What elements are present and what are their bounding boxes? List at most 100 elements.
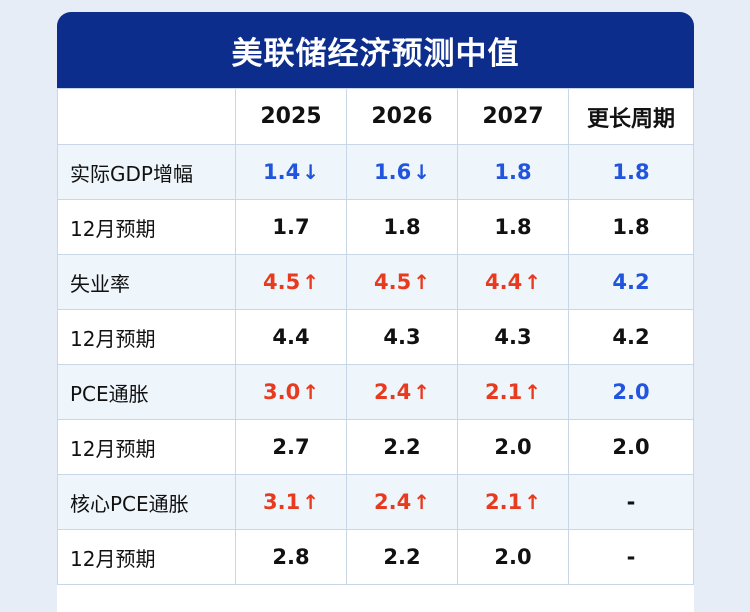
table-cell: 1.8 (457, 199, 569, 255)
table-row: 实际GDP增幅 1.4 ↓ 1.6 ↓ 1.8 1.8 (57, 144, 694, 200)
cell-value: 1.8 (494, 160, 532, 184)
table-cell: - (568, 474, 694, 530)
forecast-table: 2025 2026 2027 更长周期 实际GDP增幅 1.4 ↓ 1.6 ↓ 1.8 1.… (57, 88, 694, 585)
cell-value: 4.2 (612, 270, 650, 294)
table-row: 失业率 4.5 ↑ 4.5 ↑ 4.4 ↑ 4.2 (57, 254, 694, 310)
table-cell: 2.1 ↑ (457, 364, 569, 420)
up-arrow-icon: ↑ (524, 380, 541, 404)
table-cell: 2.7 (235, 419, 347, 475)
table-cell: 4.4 ↑ (457, 254, 569, 310)
table-cell: 2.8 (235, 529, 347, 585)
table-cell: - (568, 529, 694, 585)
row-label: 12月预期 (57, 309, 236, 365)
row-label: 12月预期 (57, 419, 236, 475)
cell-value: 2.2 (383, 435, 421, 459)
header-2026: 2026 (346, 88, 458, 145)
table-cell: 4.2 (568, 309, 694, 365)
table-cell: 1.8 (346, 199, 458, 255)
cell-value: 2.1 (485, 380, 523, 404)
cell-value: 3.1 (263, 490, 301, 514)
cell-value: 2.4 (374, 490, 412, 514)
table-cell: 1.6 ↓ (346, 144, 458, 200)
cell-value: 2.1 (485, 490, 523, 514)
up-arrow-icon: ↑ (413, 490, 430, 514)
cell-value: 1.8 (494, 215, 532, 239)
cell-value: - (626, 545, 636, 569)
table-cell: 2.0 (457, 419, 569, 475)
cell-value: 4.2 (612, 325, 650, 349)
row-label: 失业率 (57, 254, 236, 310)
table-cell: 4.4 (235, 309, 347, 365)
table-row: 核心PCE通胀 3.1 ↑ 2.4 ↑ 2.1 ↑ - (57, 474, 694, 530)
cell-value: 4.5 (374, 270, 412, 294)
cell-value: 4.4 (485, 270, 523, 294)
cell-value: 2.0 (612, 435, 650, 459)
up-arrow-icon: ↑ (413, 380, 430, 404)
up-arrow-icon: ↑ (524, 490, 541, 514)
cell-value: 2.2 (383, 545, 421, 569)
table-cell: 4.3 (346, 309, 458, 365)
table-cell: 4.3 (457, 309, 569, 365)
cell-value: 1.4 (263, 160, 301, 184)
table-cell: 2.0 (568, 419, 694, 475)
table-cell: 1.8 (568, 199, 694, 255)
up-arrow-icon: ↑ (302, 380, 319, 404)
table-row: PCE通胀 3.0 ↑ 2.4 ↑ 2.1 ↑ 2.0 (57, 364, 694, 420)
cell-value: 4.3 (383, 325, 421, 349)
up-arrow-icon: ↑ (302, 270, 319, 294)
table-cell: 2.2 (346, 419, 458, 475)
header-longer-run: 更长周期 (568, 88, 694, 145)
cell-value: 2.0 (494, 435, 532, 459)
table-row: 12月预期 4.4 4.3 4.3 4.2 (57, 309, 694, 365)
table-cell: 3.0 ↑ (235, 364, 347, 420)
table-cell: 1.7 (235, 199, 347, 255)
row-label: 实际GDP增幅 (57, 144, 236, 200)
table-cell: 2.0 (568, 364, 694, 420)
table-cell: 3.1 ↑ (235, 474, 347, 530)
table-cell: 1.8 (457, 144, 569, 200)
header-2027: 2027 (457, 88, 569, 145)
cell-value: 4.3 (494, 325, 532, 349)
up-arrow-icon: ↑ (524, 270, 541, 294)
header-row: 2025 2026 2027 更长周期 (57, 88, 694, 145)
cell-value: 2.8 (272, 545, 310, 569)
table-cell: 4.5 ↑ (346, 254, 458, 310)
header-2025: 2025 (235, 88, 347, 145)
cell-value: 1.7 (272, 215, 310, 239)
table-cell: 2.4 ↑ (346, 474, 458, 530)
cell-value: 1.6 (374, 160, 412, 184)
cell-value: 2.0 (612, 380, 650, 404)
table-row: 12月预期 2.8 2.2 2.0 - (57, 529, 694, 585)
row-label: 12月预期 (57, 199, 236, 255)
table-cell: 4.2 (568, 254, 694, 310)
cell-value: 4.4 (272, 325, 310, 349)
cell-value: - (626, 490, 636, 514)
row-label: 核心PCE通胀 (57, 474, 236, 530)
table-row: 12月预期 1.7 1.8 1.8 1.8 (57, 199, 694, 255)
header-corner (57, 88, 236, 145)
cell-value: 2.7 (272, 435, 310, 459)
up-arrow-icon: ↑ (302, 490, 319, 514)
cell-value: 3.0 (263, 380, 301, 404)
down-arrow-icon: ↓ (302, 160, 319, 184)
forecast-card: 美联储经济预测中值 2025 2026 2027 更长周期 实际GDP增幅 1.4… (57, 12, 694, 612)
cell-value: 1.8 (383, 215, 421, 239)
table-cell: 2.1 ↑ (457, 474, 569, 530)
table-cell: 4.5 ↑ (235, 254, 347, 310)
cell-value: 2.4 (374, 380, 412, 404)
cell-value: 4.5 (263, 270, 301, 294)
table-cell: 1.8 (568, 144, 694, 200)
table-cell: 2.2 (346, 529, 458, 585)
cell-value: 1.8 (612, 215, 650, 239)
table-cell: 2.0 (457, 529, 569, 585)
row-label: PCE通胀 (57, 364, 236, 420)
table-title: 美联储经济预测中值 (57, 12, 694, 88)
row-label: 12月预期 (57, 529, 236, 585)
table-cell: 2.4 ↑ (346, 364, 458, 420)
down-arrow-icon: ↓ (413, 160, 430, 184)
table-row: 12月预期 2.7 2.2 2.0 2.0 (57, 419, 694, 475)
cell-value: 2.0 (494, 545, 532, 569)
cell-value: 1.8 (612, 160, 650, 184)
table-cell: 1.4 ↓ (235, 144, 347, 200)
up-arrow-icon: ↑ (413, 270, 430, 294)
